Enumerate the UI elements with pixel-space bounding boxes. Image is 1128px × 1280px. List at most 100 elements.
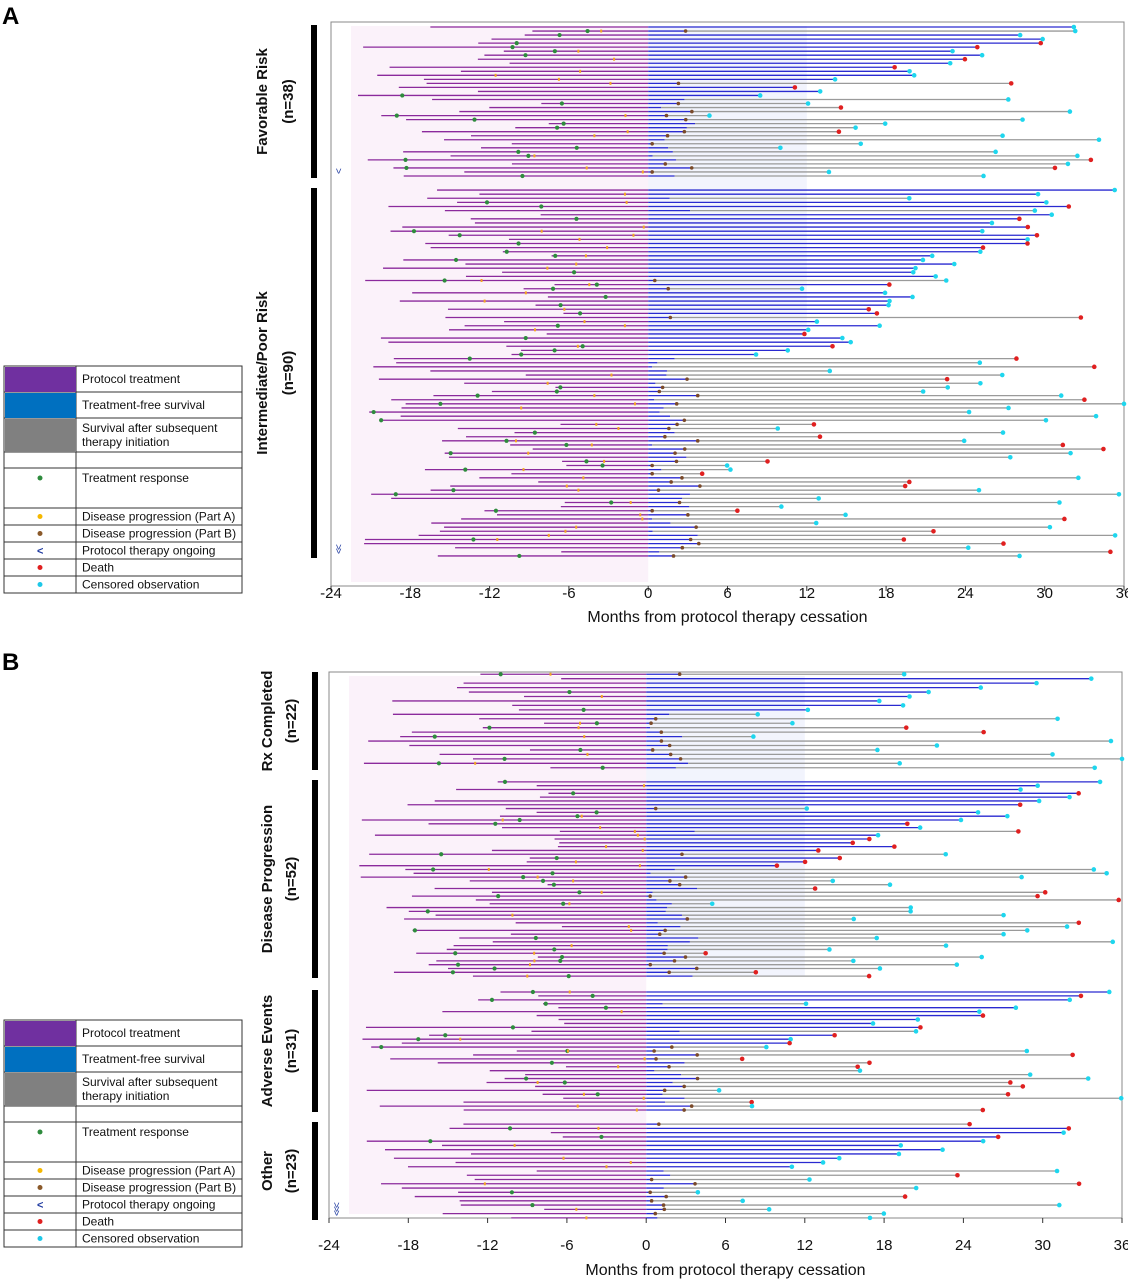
censored-marker bbox=[910, 269, 916, 275]
swimmer-row bbox=[515, 125, 858, 130]
swimmer-row bbox=[379, 1103, 755, 1109]
swimmer-row bbox=[393, 969, 759, 975]
response-marker bbox=[507, 1126, 513, 1131]
progression-a-marker bbox=[527, 451, 530, 455]
group-label: Favorable Risk bbox=[254, 47, 271, 154]
response-marker bbox=[585, 28, 590, 34]
progression-a-marker bbox=[533, 959, 536, 963]
swimmer-row bbox=[459, 1198, 745, 1204]
censored-marker bbox=[695, 1190, 701, 1195]
swimmer-row bbox=[444, 208, 1038, 213]
swimmer-row bbox=[401, 1040, 792, 1046]
progression-b-marker bbox=[657, 389, 662, 394]
censored-marker bbox=[910, 294, 915, 300]
censored-marker bbox=[882, 121, 888, 126]
swimmer-row bbox=[554, 282, 892, 287]
swimmer-row bbox=[529, 747, 880, 753]
death-marker bbox=[1017, 802, 1023, 808]
x-tick-label: -12 bbox=[479, 585, 501, 602]
progression-a-marker bbox=[533, 154, 536, 158]
x-tick-label: -24 bbox=[318, 1237, 340, 1254]
progression-b-marker bbox=[677, 672, 682, 677]
swimmer-row bbox=[543, 1001, 809, 1007]
swimmer-row bbox=[434, 886, 818, 891]
swimmer-row bbox=[371, 1044, 769, 1050]
progression-b-marker bbox=[662, 1088, 667, 1093]
progression-a-marker bbox=[597, 1126, 600, 1130]
censored-marker bbox=[1057, 500, 1062, 505]
death-marker bbox=[1060, 442, 1066, 448]
swimmer-row bbox=[541, 101, 811, 106]
death-marker bbox=[1052, 165, 1058, 171]
progression-b-marker bbox=[689, 166, 694, 170]
swimmer-row bbox=[379, 417, 1049, 423]
swimmer-row bbox=[564, 500, 1062, 505]
swimmer-row bbox=[489, 1068, 863, 1073]
death-marker bbox=[817, 434, 823, 440]
legend-label: Survival after subsequent bbox=[82, 1075, 218, 1089]
progression-b-marker bbox=[670, 1045, 674, 1049]
censored-marker bbox=[851, 916, 857, 922]
censored-marker bbox=[830, 878, 836, 884]
progression-b-marker bbox=[673, 451, 677, 455]
death-marker bbox=[1066, 1126, 1072, 1131]
progression-a-marker bbox=[575, 262, 578, 266]
response-marker bbox=[393, 492, 398, 497]
death-marker bbox=[995, 1134, 1001, 1140]
swimmer-row bbox=[504, 1076, 1091, 1081]
censored-marker bbox=[1050, 752, 1055, 757]
x-tick-label: 36 bbox=[1116, 585, 1128, 602]
death-marker bbox=[1078, 315, 1084, 320]
progression-a-marker bbox=[620, 1010, 623, 1014]
response-marker bbox=[379, 418, 384, 423]
censored-marker bbox=[1024, 928, 1030, 933]
censored-marker bbox=[958, 817, 964, 823]
response-marker bbox=[559, 954, 565, 960]
progression-b-marker bbox=[683, 875, 688, 879]
response-marker bbox=[550, 286, 556, 291]
progression-a-marker bbox=[595, 422, 598, 426]
swimmer-row bbox=[390, 228, 985, 234]
response-marker bbox=[472, 117, 477, 122]
progression-a-marker bbox=[642, 1096, 645, 1100]
progression-b-marker bbox=[682, 1084, 686, 1089]
progression-a-marker bbox=[605, 845, 608, 849]
progression-b-marker bbox=[667, 970, 671, 975]
progression-a-marker bbox=[627, 925, 630, 929]
death-marker bbox=[753, 969, 759, 975]
response-marker bbox=[431, 867, 436, 872]
progression-b-marker bbox=[675, 422, 679, 427]
swimmer-row bbox=[450, 153, 1080, 159]
censored-marker bbox=[907, 694, 912, 699]
progression-b-marker bbox=[694, 966, 699, 971]
group-bar bbox=[311, 25, 317, 178]
progression-b-marker bbox=[685, 377, 689, 381]
censored-marker bbox=[813, 520, 819, 526]
death-marker bbox=[739, 1056, 745, 1062]
progression-a-marker bbox=[630, 928, 633, 932]
censored-marker bbox=[900, 703, 906, 708]
legend-swatch bbox=[5, 1073, 76, 1106]
response-marker bbox=[432, 734, 437, 739]
swimmer-row bbox=[523, 286, 805, 292]
progression-a-marker bbox=[579, 69, 582, 73]
progression-a-marker bbox=[575, 525, 578, 529]
progression-a-marker bbox=[583, 320, 586, 324]
censored-marker bbox=[1119, 756, 1125, 762]
swimmer-row bbox=[405, 867, 1097, 872]
death-marker bbox=[1016, 829, 1021, 834]
censored-marker bbox=[920, 389, 926, 394]
swimmer-row bbox=[460, 69, 912, 74]
progression-b-marker bbox=[650, 141, 654, 146]
death-marker bbox=[802, 859, 808, 865]
censored-marker bbox=[1065, 161, 1071, 167]
swimmer-row bbox=[465, 261, 957, 267]
legend-row-blank bbox=[4, 1106, 242, 1123]
swimmer-row bbox=[407, 1164, 795, 1170]
swimmer-row bbox=[481, 145, 783, 151]
death-marker bbox=[703, 950, 708, 956]
censored-marker bbox=[1007, 454, 1013, 460]
death-marker bbox=[1014, 356, 1019, 361]
swimmer-row bbox=[364, 537, 907, 542]
censored-marker bbox=[1032, 208, 1038, 213]
